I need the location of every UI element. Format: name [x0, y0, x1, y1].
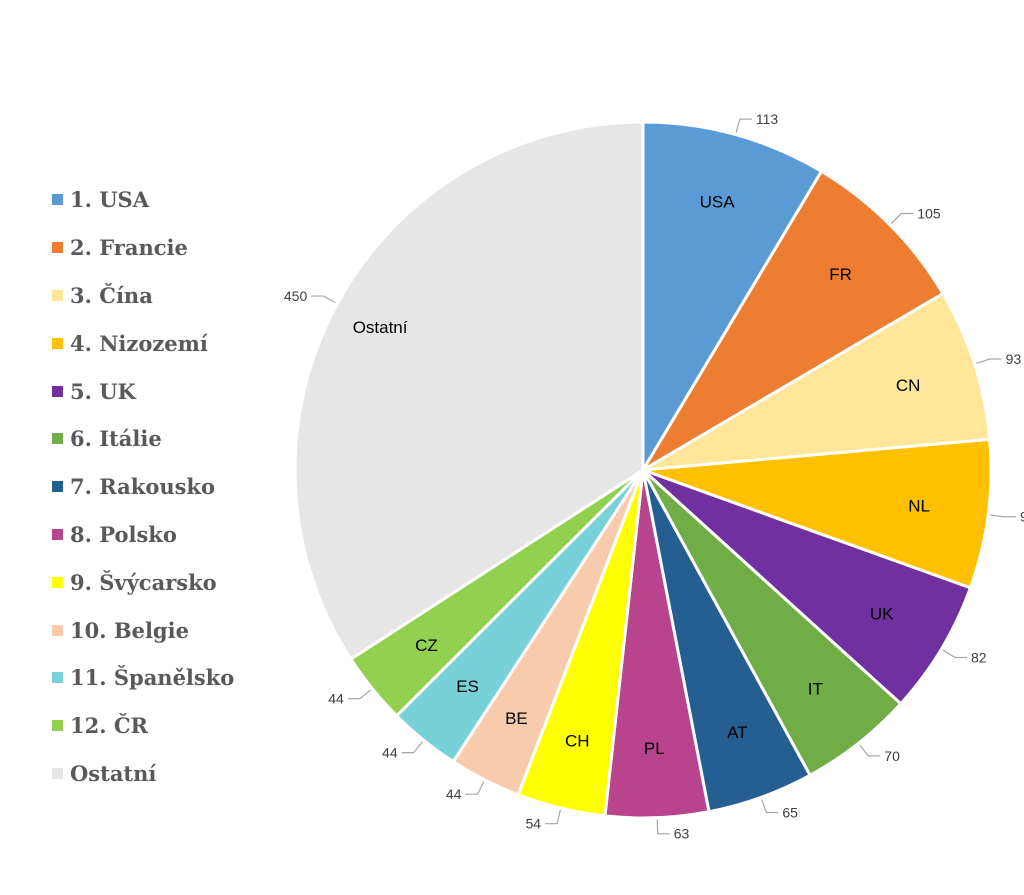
leader-line	[347, 689, 372, 700]
legend-label: 10. Belgie	[70, 617, 189, 643]
value-label: 105	[917, 206, 941, 222]
category-label: UK	[870, 604, 894, 623]
legend-item: Ostatní	[52, 750, 234, 798]
pie-slices	[293, 120, 993, 820]
value-label: 93	[1006, 351, 1022, 367]
value-label: 91	[1020, 509, 1024, 525]
legend-swatch	[52, 194, 63, 206]
leader-line	[990, 514, 1016, 518]
legend-swatch	[52, 767, 63, 779]
leader-line	[761, 799, 779, 814]
legend-swatch	[52, 481, 63, 493]
leader-line	[465, 781, 485, 795]
chart-legend: 1. USA 2. Francie 3. Čína 4. Nizozemí 5. UK 6…	[52, 176, 234, 797]
leader-lines	[311, 118, 1016, 835]
value-label: 44	[328, 691, 344, 707]
category-label: NL	[908, 497, 930, 516]
legend-swatch	[52, 528, 63, 540]
pie-slice	[642, 291, 992, 472]
leader-line	[942, 649, 968, 659]
legend-swatch	[52, 385, 63, 397]
category-label: BE	[505, 709, 528, 728]
pie-slice	[642, 437, 993, 590]
legend-item: 4. Nizozemí	[52, 319, 234, 367]
category-label: CN	[896, 376, 921, 395]
value-label: 70	[884, 748, 900, 764]
value-label: 450	[284, 288, 308, 304]
pie-slice	[641, 169, 946, 472]
leader-line	[401, 741, 423, 754]
pie-slice	[641, 120, 824, 476]
legend-item: 6. Itálie	[52, 415, 234, 463]
category-label: USA	[700, 193, 736, 212]
legend-label: 6. Itálie	[70, 426, 162, 452]
legend-item: 7. Rakousko	[52, 463, 234, 511]
legend-label: 11. Španělsko	[70, 665, 235, 691]
category-label: AT	[727, 723, 747, 742]
legend-label: 1. USA	[70, 187, 150, 213]
legend-label: 5. UK	[70, 378, 136, 404]
legend-item: 5. UK	[52, 367, 234, 415]
legend-label: 9. Švýcarsko	[70, 569, 217, 595]
leader-line	[890, 212, 914, 224]
leader-line	[311, 295, 336, 304]
category-label: CH	[565, 732, 590, 751]
value-label: 54	[525, 816, 541, 832]
legend-item: 8. Polsko	[52, 511, 234, 559]
category-label: Ostatní	[353, 318, 408, 337]
value-label: 82	[971, 649, 987, 665]
legend-item: 10. Belgie	[52, 606, 234, 654]
value-label: 65	[782, 804, 798, 820]
legend-label: 2. Francie	[70, 235, 188, 261]
pie-slice	[641, 468, 973, 706]
category-labels: USA FR CN NL UK IT AT PL CH BE ES CZ Ostatní	[353, 193, 930, 759]
legend-label: 3. Čína	[70, 282, 153, 308]
value-label: 113	[756, 111, 779, 127]
legend-label: Ostatní	[70, 760, 157, 786]
category-label: IT	[808, 680, 823, 699]
legend-swatch	[52, 576, 63, 588]
leader-line	[545, 809, 561, 825]
leader-line	[656, 819, 670, 835]
legend-swatch	[52, 624, 63, 636]
leader-line	[859, 744, 881, 757]
legend-swatch	[52, 337, 63, 349]
legend-item: 2. Francie	[52, 224, 234, 272]
legend-item: 1. USA	[52, 176, 234, 224]
legend-label: 4. Nizozemí	[70, 330, 208, 356]
leader-line	[976, 358, 1002, 364]
category-label: CZ	[415, 636, 438, 655]
value-label: 63	[674, 826, 690, 842]
value-label: 44	[446, 786, 462, 802]
pie-slice	[293, 120, 645, 662]
legend-swatch	[52, 242, 63, 254]
legend-item: 9. Švýcarsko	[52, 558, 234, 606]
value-label: 44	[382, 745, 398, 761]
legend-swatch	[52, 672, 63, 684]
leader-line	[735, 118, 752, 133]
legend-item: 11. Španělsko	[52, 654, 234, 702]
value-labels: 113 105 93 91 82 70 65 63 54 44 44 44 450	[284, 111, 1024, 842]
category-label: FR	[829, 265, 852, 284]
category-label: ES	[456, 677, 479, 696]
legend-label: 8. Polsko	[70, 521, 177, 547]
legend-item: 12. ČR	[52, 702, 234, 750]
legend-item: 3. Čína	[52, 272, 234, 320]
legend-swatch	[52, 720, 63, 732]
legend-label: 12. ČR	[70, 713, 149, 739]
legend-swatch	[52, 289, 63, 301]
legend-label: 7. Rakousko	[70, 474, 215, 500]
legend-swatch	[52, 433, 63, 445]
category-label: PL	[644, 739, 665, 758]
